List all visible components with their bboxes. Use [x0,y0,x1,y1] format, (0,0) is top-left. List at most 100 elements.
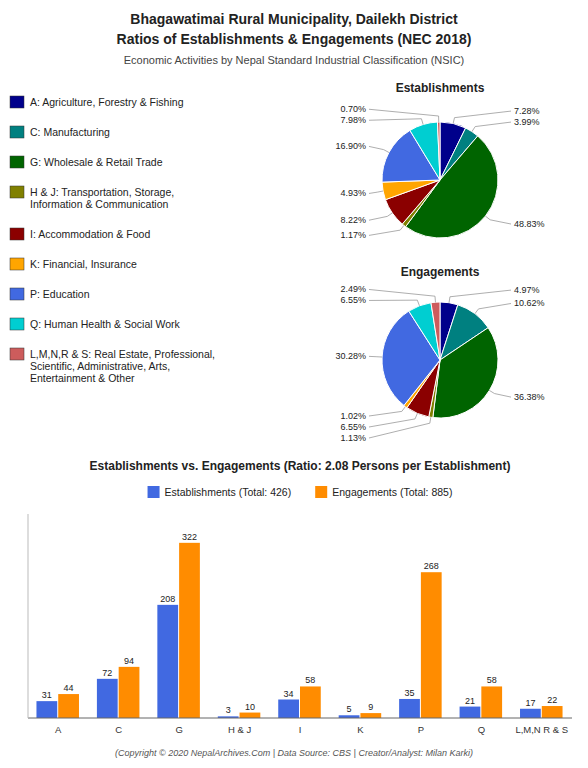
leader-line [369,109,439,122]
pie-slice [437,122,440,180]
data-label: 7.98% [340,115,366,125]
data-label: 36.38% [514,392,545,402]
legend-swatch [10,258,24,270]
data-label: 5 [347,704,352,714]
legend-line: G: Wholesale & Retail Trade [30,156,163,168]
pie-slice [433,328,498,418]
x-tick-label: G [175,724,182,735]
leader-line [369,356,382,358]
leader-line [369,225,404,235]
data-label: 3 [226,705,231,715]
data-label: 21 [465,696,475,706]
data-label: 6.55% [340,295,366,305]
legend-swatch [10,318,24,330]
data-label: 34 [284,689,294,699]
bar [300,686,321,718]
leader-line [489,390,511,397]
data-label: 1.13% [340,433,366,443]
bar-chart: Establishments vs. Engagements (Ratio: 2… [28,459,572,735]
legend: Establishments (Total: 426)Engagements (… [148,486,453,498]
bar [481,686,502,718]
legend-line: L,M,N,R & S: Real Estate, Professional, [30,348,215,360]
data-label: 4.97% [514,285,540,295]
pie-chart: Establishments 7.28%3.99% 48.83% 1.17% 8.22%… [335,81,544,240]
data-label: 0.70% [340,104,366,114]
legend-line: A: Agriculture, Forestry & Fishing [30,96,184,108]
bar [542,706,563,718]
legend-line: H & J: Transportation, Storage, [30,186,174,198]
data-label: 94 [124,656,134,666]
legend-line: I: Accommodation & Food [30,228,150,240]
data-label: 322 [182,532,197,542]
legend-swatch [10,186,24,198]
data-label: 30.28% [335,351,366,361]
pie-labels: 4.97%10.62%36.38%1.13%6.55%1.02%30.28%6.… [335,284,544,443]
data-label: 9 [368,702,373,712]
data-label: 31 [42,690,52,700]
footer: (Copyright © 2020 NepalArchives.Com | Da… [115,748,473,758]
legend-entry: Engagements (Total: 885) [332,486,452,498]
bar [360,713,381,718]
leader-line [369,146,389,152]
legend-entry: Q: Human Health & Social Work [30,318,181,330]
data-label: 48.83% [514,219,545,229]
y-axis-line [28,514,29,718]
bar-title: Establishments vs. Engagements (Ratio: 2… [90,459,511,473]
data-label: 16.90% [335,141,366,151]
pie-slice [409,303,440,360]
data-label: 6.55% [340,422,366,432]
legend-swatch [10,126,24,138]
legend-swatch [10,348,24,360]
leader-line [369,213,392,220]
leader-line [453,111,511,123]
bar [421,572,442,718]
data-label: 3.99% [514,117,540,127]
pie-labels: 7.28%3.99%48.83%1.17%8.22%4.93%16.90%7.9… [335,104,544,240]
bar [97,679,118,718]
data-label: 7.28% [514,106,540,116]
data-label: 58 [487,675,497,685]
legend-entry: C: Manufacturing [30,126,110,138]
legend-line: Information & Communication [30,198,168,210]
x-tick-label: Q [478,724,485,735]
leader-line [369,119,423,125]
legend-swatch [10,288,24,300]
chart-root: Bhagawatimai Rural Municipality, Dailekh… [0,0,588,768]
data-label: 10.62% [514,298,545,308]
bar-labels: 317220833453521174494322105892685822 [42,532,557,716]
bars [36,543,562,718]
bar [520,709,541,718]
leader-line [475,303,511,313]
data-label: 17 [525,698,535,708]
x-axis-line [28,718,572,719]
subtitle: Economic Activities by Nepal Standard In… [124,54,465,66]
pie-title: Establishments [396,81,485,95]
legend-entry: P: Education [30,288,90,300]
legend-entry: I: Accommodation & Food [30,228,150,240]
leader-line [369,300,419,306]
x-tick-label: H & J [228,724,251,735]
leader-line [369,407,405,416]
leader-line [472,122,511,131]
data-label: 8.22% [340,215,366,225]
data-label: 1.17% [340,230,366,240]
pie-chart: Engagements4.97%10.62%36.38%1.13%6.55%1.… [335,265,544,443]
data-label: 22 [547,695,557,705]
bar [240,713,261,718]
bar [179,543,200,718]
background [0,0,588,768]
title: Ratios of Establishments & Engagements (… [117,31,472,47]
x-tick-label: I [299,724,302,735]
data-label: 1.02% [340,411,366,421]
legend-swatch [10,228,24,240]
legend-swatch [148,486,160,498]
data-label: 58 [305,675,315,685]
x-tick-label: L,M,N R & S [515,724,568,735]
pie-slices [382,302,498,418]
legend-swatch [10,156,24,168]
data-label: 208 [160,594,175,604]
legend-line: Scientific, Administrative, Arts, [30,360,170,372]
leader-line [369,289,435,302]
leader-line [449,290,511,303]
data-label: 44 [64,683,74,693]
